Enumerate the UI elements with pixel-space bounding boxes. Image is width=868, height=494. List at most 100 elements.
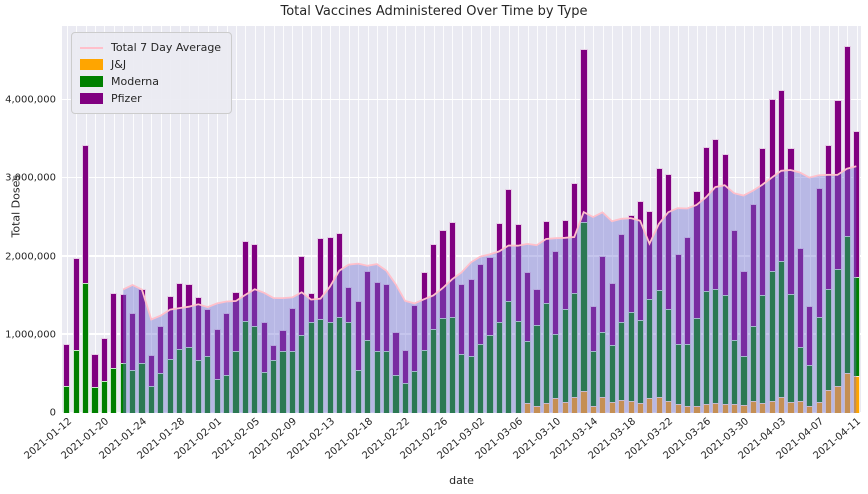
bar-slot (429, 26, 438, 413)
stacked-bar (345, 26, 353, 413)
stacked-bar (674, 26, 682, 413)
bar-slot (749, 26, 758, 413)
stacked-bar (157, 26, 165, 413)
bar-segment-jj (571, 397, 579, 413)
bar-segment-jj (674, 404, 682, 413)
x-gridline (113, 26, 115, 413)
bar-segment-moderna (232, 351, 240, 413)
bar-segment-moderna (749, 326, 757, 402)
bar-slot (90, 26, 99, 413)
stacked-bar (683, 26, 692, 413)
bar-slot (269, 26, 278, 413)
bar-segment-pfizer (72, 258, 80, 350)
bar-segment-pfizer (429, 244, 438, 330)
bar-segment-pfizer (100, 337, 108, 381)
stacked-bar (806, 26, 814, 413)
legend-item-average: Total 7 Day Average (80, 39, 221, 56)
bar-segment-moderna (288, 351, 297, 413)
bar-segment-pfizer (533, 288, 541, 326)
bar-segment-pfizer (373, 281, 381, 352)
stacked-bar (317, 26, 325, 413)
bar-segment-moderna (486, 334, 494, 413)
bar-segment-pfizer (448, 222, 456, 317)
bar-segment-pfizer (618, 233, 626, 322)
stacked-bar (486, 26, 494, 413)
bar-segment-moderna (411, 370, 419, 413)
bar-segment-jj (740, 405, 748, 413)
bar-segment-moderna (693, 317, 701, 406)
stacked-bar (796, 26, 804, 413)
bar-segment-moderna (721, 294, 729, 405)
legend-label: J&J (111, 58, 127, 71)
stacked-bar (730, 26, 739, 413)
bar-segment-jj (533, 405, 541, 413)
bar-segment-pfizer (646, 210, 654, 299)
bar-segment-moderna (176, 348, 184, 413)
bar-slot (711, 26, 720, 413)
bar-segment-moderna (307, 321, 315, 413)
bar-segment-pfizer (655, 167, 663, 291)
bar-slot (344, 26, 353, 413)
bar-segment-moderna (618, 321, 626, 400)
stacked-bar (618, 26, 626, 413)
bar-slot (410, 26, 419, 413)
bar-segment-moderna (834, 269, 842, 387)
stacked-bar (392, 26, 400, 413)
bar-segment-pfizer (128, 312, 137, 370)
y-tick-label: 1,000,000 (5, 329, 56, 341)
legend-label: Total 7 Day Average (111, 41, 222, 54)
bar-segment-moderna (580, 222, 588, 392)
bar-slot (824, 26, 833, 413)
stacked-bar (100, 26, 108, 413)
bar-segment-moderna (128, 370, 137, 413)
bar-segment-pfizer (157, 326, 165, 374)
bar-slot (260, 26, 269, 413)
bar-segment-pfizer (326, 237, 334, 323)
stacked-bar (815, 26, 823, 413)
bar-slot (551, 26, 560, 413)
bar-segment-jj (683, 405, 692, 413)
average-line-swatch (80, 46, 103, 49)
bar-segment-pfizer (665, 173, 673, 310)
bar-segment-moderna (458, 354, 466, 413)
bar-slot (457, 26, 466, 413)
bar-slot (683, 26, 692, 413)
legend-label: Moderna (111, 75, 160, 88)
bar-segment-pfizer (364, 270, 372, 340)
bar-segment-pfizer (81, 144, 90, 284)
bar-slot (100, 26, 109, 413)
bar-segment-pfizer (702, 147, 710, 292)
stacked-bar (693, 26, 701, 413)
bar-slot (561, 26, 570, 413)
stacked-bar (241, 26, 249, 413)
bar-segment-pfizer (110, 293, 118, 368)
stacked-bar (110, 26, 118, 413)
bar-segment-pfizer (561, 219, 569, 310)
stacked-bar (843, 26, 851, 413)
bar-segment-moderna (354, 370, 362, 413)
bar-segment-moderna (138, 362, 146, 413)
bar-slot (382, 26, 391, 413)
bar-segment-jj (636, 402, 645, 413)
bar-segment-pfizer (815, 187, 823, 317)
bar-segment-moderna (778, 260, 786, 397)
bar-slot (231, 26, 240, 413)
stacked-bar (72, 26, 80, 413)
bar-segment-moderna (345, 322, 353, 413)
bar-segment-moderna (185, 347, 193, 413)
bar-slot (278, 26, 287, 413)
bar-slot (673, 26, 682, 413)
bar-segment-moderna (787, 294, 795, 403)
bar-segment-moderna (477, 344, 485, 413)
bar-segment-moderna (373, 351, 381, 413)
stacked-bar (147, 26, 155, 413)
bar-segment-moderna (843, 235, 851, 374)
bar-segment-jj (712, 402, 720, 413)
bar-segment-jj (552, 398, 560, 413)
stacked-bar (646, 26, 654, 413)
legend-item-pfizer: Pfizer (80, 90, 221, 107)
stacked-bar (448, 26, 456, 413)
bar-slot (796, 26, 805, 413)
bar-slot (739, 26, 748, 413)
bar-segment-pfizer (778, 90, 786, 261)
